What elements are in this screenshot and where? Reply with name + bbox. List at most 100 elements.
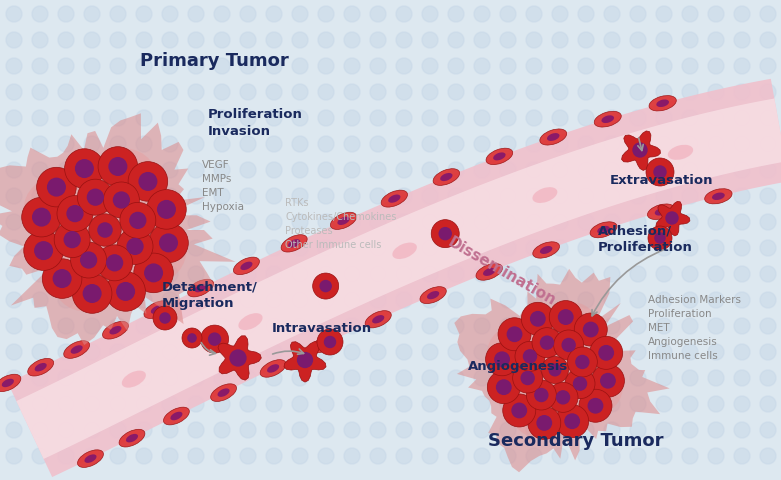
Circle shape bbox=[507, 326, 522, 342]
Ellipse shape bbox=[540, 129, 567, 145]
Circle shape bbox=[552, 448, 568, 464]
Circle shape bbox=[344, 214, 360, 230]
Circle shape bbox=[526, 162, 542, 178]
Circle shape bbox=[448, 84, 464, 100]
Circle shape bbox=[682, 136, 698, 152]
Circle shape bbox=[500, 370, 516, 386]
Circle shape bbox=[58, 266, 74, 282]
Circle shape bbox=[84, 292, 100, 308]
Circle shape bbox=[396, 162, 412, 178]
Circle shape bbox=[32, 240, 48, 256]
Circle shape bbox=[214, 292, 230, 308]
Circle shape bbox=[734, 292, 750, 308]
Circle shape bbox=[162, 110, 178, 126]
Circle shape bbox=[552, 240, 568, 256]
Circle shape bbox=[6, 396, 22, 412]
Circle shape bbox=[318, 370, 334, 386]
Circle shape bbox=[396, 292, 412, 308]
Circle shape bbox=[604, 448, 620, 464]
Circle shape bbox=[32, 188, 48, 204]
Ellipse shape bbox=[493, 153, 505, 160]
Circle shape bbox=[162, 240, 178, 256]
Circle shape bbox=[526, 448, 542, 464]
Circle shape bbox=[604, 240, 620, 256]
Circle shape bbox=[734, 110, 750, 126]
Circle shape bbox=[708, 136, 724, 152]
Circle shape bbox=[127, 238, 144, 255]
Circle shape bbox=[32, 370, 48, 386]
Circle shape bbox=[32, 422, 48, 438]
Circle shape bbox=[734, 214, 750, 230]
Circle shape bbox=[162, 214, 178, 230]
Circle shape bbox=[552, 162, 568, 178]
Ellipse shape bbox=[704, 189, 732, 204]
Circle shape bbox=[292, 292, 308, 308]
Text: Dissemination: Dissemination bbox=[445, 235, 558, 309]
Circle shape bbox=[136, 344, 152, 360]
Circle shape bbox=[578, 6, 594, 22]
Circle shape bbox=[532, 328, 562, 358]
Circle shape bbox=[474, 422, 490, 438]
Circle shape bbox=[500, 32, 516, 48]
Circle shape bbox=[136, 136, 152, 152]
Circle shape bbox=[240, 214, 256, 230]
Circle shape bbox=[370, 136, 386, 152]
Circle shape bbox=[110, 240, 126, 256]
Circle shape bbox=[760, 84, 776, 100]
Circle shape bbox=[604, 214, 620, 230]
Circle shape bbox=[292, 344, 308, 360]
Circle shape bbox=[648, 226, 672, 250]
Circle shape bbox=[58, 110, 74, 126]
Circle shape bbox=[431, 220, 459, 248]
Circle shape bbox=[552, 188, 568, 204]
Circle shape bbox=[448, 110, 464, 126]
Circle shape bbox=[147, 190, 186, 229]
Circle shape bbox=[32, 84, 48, 100]
Circle shape bbox=[396, 318, 412, 334]
Circle shape bbox=[682, 162, 698, 178]
Circle shape bbox=[6, 188, 22, 204]
Circle shape bbox=[422, 292, 438, 308]
Circle shape bbox=[734, 370, 750, 386]
Circle shape bbox=[54, 222, 90, 258]
Circle shape bbox=[6, 110, 22, 126]
Circle shape bbox=[591, 364, 625, 397]
Circle shape bbox=[422, 188, 438, 204]
Circle shape bbox=[318, 214, 334, 230]
Ellipse shape bbox=[486, 148, 512, 165]
Circle shape bbox=[110, 32, 126, 48]
Circle shape bbox=[630, 344, 646, 360]
Circle shape bbox=[136, 6, 152, 22]
Circle shape bbox=[6, 6, 22, 22]
Circle shape bbox=[110, 214, 126, 230]
Circle shape bbox=[214, 32, 230, 48]
Circle shape bbox=[136, 32, 152, 48]
Circle shape bbox=[656, 6, 672, 22]
Circle shape bbox=[240, 318, 256, 334]
Circle shape bbox=[188, 344, 204, 360]
Circle shape bbox=[58, 448, 74, 464]
Circle shape bbox=[604, 58, 620, 74]
Ellipse shape bbox=[211, 384, 237, 401]
Circle shape bbox=[266, 292, 282, 308]
Circle shape bbox=[422, 396, 438, 412]
Circle shape bbox=[708, 214, 724, 230]
Ellipse shape bbox=[0, 374, 21, 392]
Circle shape bbox=[708, 370, 724, 386]
Circle shape bbox=[292, 6, 308, 22]
Circle shape bbox=[370, 162, 386, 178]
Circle shape bbox=[318, 84, 334, 100]
Circle shape bbox=[188, 188, 204, 204]
Circle shape bbox=[188, 32, 204, 48]
Circle shape bbox=[734, 58, 750, 74]
Circle shape bbox=[708, 344, 724, 360]
Circle shape bbox=[84, 188, 100, 204]
Circle shape bbox=[32, 344, 48, 360]
Circle shape bbox=[318, 188, 334, 204]
Circle shape bbox=[578, 110, 594, 126]
Circle shape bbox=[396, 422, 412, 438]
Circle shape bbox=[646, 158, 674, 186]
Circle shape bbox=[240, 344, 256, 360]
Circle shape bbox=[84, 6, 100, 22]
Circle shape bbox=[370, 292, 386, 308]
